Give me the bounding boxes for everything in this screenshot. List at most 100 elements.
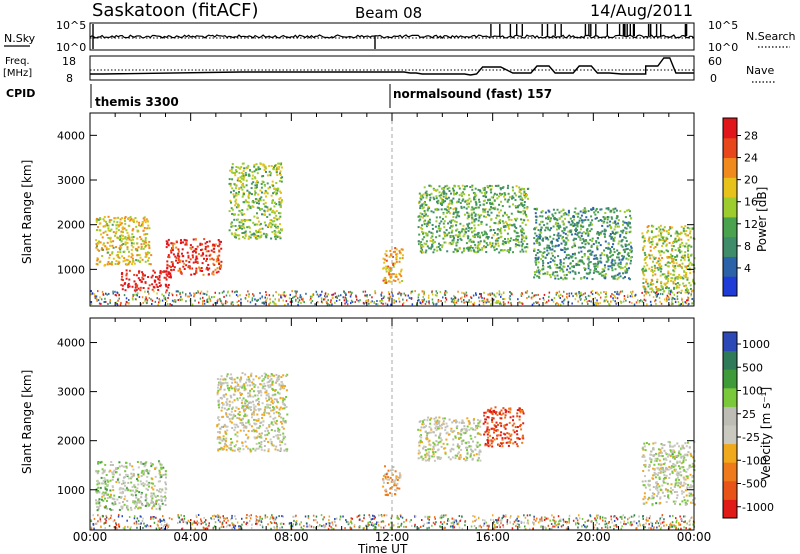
data-cell	[240, 186, 243, 189]
data-cell	[473, 211, 476, 214]
data-cell	[178, 255, 181, 258]
data-cell	[466, 294, 468, 297]
data-cell	[266, 216, 269, 218]
date-title: 14/Aug/2011	[590, 1, 693, 20]
data-cell	[619, 261, 622, 264]
data-cell	[645, 292, 647, 295]
data-cell	[252, 201, 255, 204]
data-cell	[663, 282, 666, 285]
data-cell	[135, 504, 138, 507]
data-cell	[574, 207, 577, 210]
data-cell	[248, 379, 251, 382]
data-cell	[660, 236, 663, 238]
data-cell	[617, 276, 620, 279]
data-cell	[202, 273, 205, 276]
data-cell	[471, 206, 474, 209]
data-cell	[519, 211, 522, 214]
data-cell	[113, 498, 116, 501]
data-cell	[155, 466, 158, 469]
data-cell	[684, 233, 687, 235]
data-cell	[260, 441, 263, 443]
data-cell	[195, 269, 198, 272]
data-cell	[546, 273, 549, 275]
data-cell	[264, 430, 267, 433]
data-cell	[590, 208, 593, 211]
data-cell	[134, 247, 137, 250]
data-cell	[385, 281, 388, 284]
data-cell	[473, 220, 476, 223]
data-cell	[171, 242, 174, 245]
data-cell	[446, 187, 449, 190]
data-cell	[662, 251, 665, 254]
data-cell	[217, 449, 220, 452]
data-cell	[225, 401, 228, 404]
data-cell	[109, 229, 112, 232]
data-cell	[453, 294, 455, 297]
data-cell	[455, 221, 458, 223]
data-cell	[567, 271, 570, 273]
data-cell	[507, 249, 510, 252]
data-cell	[627, 224, 630, 227]
data-cell	[454, 248, 457, 251]
data-cell	[534, 212, 537, 215]
data-cell	[423, 293, 425, 296]
data-cell	[235, 198, 238, 201]
data-cell	[504, 198, 507, 201]
data-cell	[436, 200, 438, 203]
data-cell	[167, 270, 170, 273]
data-cell	[124, 303, 127, 306]
data-cell	[495, 238, 498, 240]
data-cell	[151, 501, 154, 504]
data-cell	[250, 425, 253, 428]
data-cell	[148, 469, 151, 472]
data-cell	[225, 448, 228, 451]
data-cell	[647, 229, 650, 232]
data-cell	[658, 230, 661, 233]
data-cell	[216, 255, 219, 258]
data-cell	[323, 298, 325, 301]
data-cell	[544, 236, 547, 239]
data-cell	[263, 213, 266, 216]
data-cell	[559, 269, 562, 272]
data-cell	[598, 294, 600, 296]
data-cell	[124, 470, 127, 473]
data-cell	[591, 250, 594, 253]
data-cell	[661, 286, 664, 289]
data-cell	[653, 258, 656, 260]
data-cell	[194, 261, 197, 264]
data-cell	[118, 473, 121, 476]
data-cell	[273, 191, 276, 194]
data-cell	[246, 226, 249, 229]
data-cell	[424, 303, 427, 305]
data-cell	[516, 217, 519, 220]
data-cell	[577, 300, 579, 303]
data-cell	[224, 432, 227, 435]
data-cell	[478, 300, 481, 303]
data-cell	[160, 474, 163, 477]
data-cell	[663, 226, 666, 229]
data-cell	[609, 225, 612, 228]
data-cell	[643, 294, 645, 297]
data-cell	[245, 174, 248, 176]
data-cell	[534, 261, 537, 264]
data-cell	[631, 295, 633, 298]
data-cell	[591, 293, 594, 296]
data-cell	[235, 290, 237, 293]
data-cell	[279, 450, 282, 452]
data-cell	[610, 237, 613, 240]
data-cell	[208, 254, 211, 257]
data-cell	[138, 501, 141, 504]
data-cell	[428, 193, 431, 196]
data-cell	[259, 163, 262, 166]
data-cell	[451, 298, 454, 301]
data-cell	[485, 202, 488, 204]
data-cell	[269, 415, 272, 418]
data-cell	[422, 296, 424, 298]
data-cell	[552, 300, 555, 303]
data-cell	[136, 285, 138, 288]
data-cell	[247, 395, 250, 398]
data-cell	[140, 496, 143, 499]
data-cell	[576, 294, 578, 297]
data-cell	[107, 227, 110, 230]
data-cell	[278, 198, 281, 201]
